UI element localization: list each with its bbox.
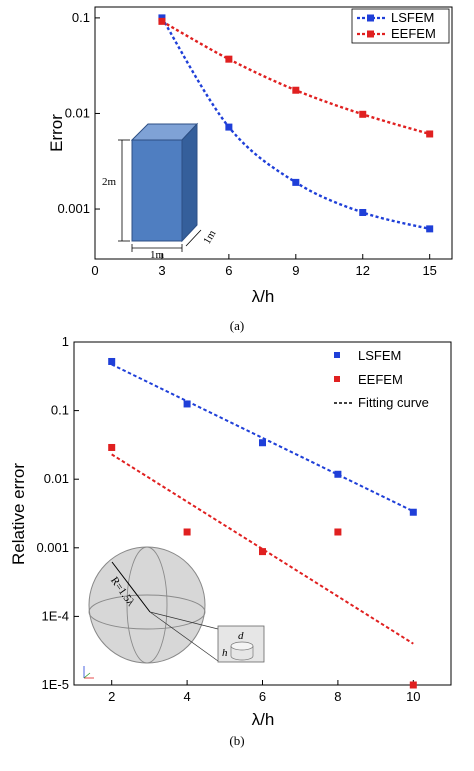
b-y-tick-label-1: 0.1 bbox=[51, 403, 69, 418]
b-y-tick-label-4: 1E-4 bbox=[42, 608, 69, 623]
b-inset-sphere: R=1.5λ d h bbox=[83, 546, 265, 679]
a-x-tick-label-15: 15 bbox=[422, 263, 436, 278]
plot-area-a-frame bbox=[94, 6, 453, 260]
a-panel-label: (a) bbox=[230, 318, 244, 333]
detail-d-label: d bbox=[238, 630, 244, 642]
b-axes-ticks: 2 4 6 8 10 1 0.1 0.01 0.001 1E-4 1E-5 bbox=[36, 334, 420, 704]
b-fit-lines-and-points bbox=[108, 357, 417, 689]
detail-cylinder-bottom bbox=[230, 655, 254, 661]
b-x-tick-label-8: 8 bbox=[334, 689, 341, 704]
b-x-tick-label-10: 10 bbox=[406, 689, 420, 704]
block-front-face bbox=[131, 139, 183, 242]
detail-h-label: h bbox=[222, 647, 228, 659]
a-legend-lsfem-label: LSFEM bbox=[391, 10, 434, 25]
a-point-lsfem-9 bbox=[292, 178, 300, 186]
a-y-tick-label-2: 0.001 bbox=[57, 201, 90, 216]
a-x-tick-label-9: 9 bbox=[292, 263, 299, 278]
b-panel-label: (b) bbox=[229, 733, 244, 748]
b-y-axis-label: Relative error bbox=[9, 463, 28, 565]
a-point-eefem-6 bbox=[225, 55, 233, 63]
b-y-tick-label-3: 0.001 bbox=[36, 540, 69, 555]
a-series-lines bbox=[158, 14, 434, 233]
a-legend: LSFEM EEFEM bbox=[351, 8, 450, 44]
a-x-tick-label-12: 12 bbox=[356, 263, 370, 278]
a-legend-lsfem-marker bbox=[367, 14, 374, 22]
b-legend-fit-label: Fitting curve bbox=[358, 395, 429, 410]
b-fit-line-lsfem bbox=[111, 363, 414, 513]
b-legend-eefem-label: EEFEM bbox=[358, 372, 403, 387]
b-fit-line-eefem bbox=[111, 453, 414, 645]
b-point-eefem-10 bbox=[409, 681, 417, 689]
b-legend-eefem-marker bbox=[334, 376, 340, 382]
inset-depth-label: 1m bbox=[201, 228, 219, 247]
b-point-eefem-8 bbox=[334, 528, 342, 536]
b-x-tick-label-2: 2 bbox=[108, 689, 115, 704]
a-inset-block: 2m 1m 1m bbox=[102, 122, 219, 261]
b-point-lsfem-10 bbox=[409, 508, 417, 516]
b-y-tick-label-2: 0.01 bbox=[44, 471, 69, 486]
a-axes-ticks: 0 3 6 9 12 15 0.1 0.01 0.001 bbox=[57, 10, 436, 278]
inset-height-label: 2m bbox=[102, 176, 117, 188]
b-legend-lsfem-marker bbox=[334, 352, 340, 358]
radius-line bbox=[111, 561, 151, 613]
b-point-lsfem-4 bbox=[183, 400, 191, 408]
b-point-eefem-2 bbox=[108, 443, 116, 451]
zoom-line-bottom bbox=[149, 611, 219, 662]
inset-width-label: 1m bbox=[150, 249, 165, 261]
detail-cylinder-top bbox=[230, 641, 254, 651]
a-point-lsfem-6 bbox=[225, 123, 233, 131]
b-legend-lsfem-label: LSFEM bbox=[358, 348, 401, 363]
panel-b: 2 4 6 8 10 1 0.1 0.01 0.001 1E-4 1E-5 R=1.5λ d h L… bbox=[9, 334, 452, 748]
a-point-eefem-3 bbox=[158, 17, 166, 25]
b-point-lsfem-6 bbox=[259, 439, 266, 447]
a-series-line-lsfem bbox=[160, 17, 430, 231]
sphere-equator bbox=[88, 594, 206, 630]
b-point-lsfem-8 bbox=[334, 470, 342, 478]
axis-triad-y bbox=[83, 672, 91, 679]
b-point-eefem-6 bbox=[259, 548, 266, 556]
a-point-eefem-9 bbox=[292, 86, 300, 94]
a-point-eefem-12 bbox=[359, 110, 367, 118]
a-point-lsfem-12 bbox=[359, 208, 367, 216]
b-x-axis-label: λ/h bbox=[252, 710, 275, 729]
a-point-eefem-15 bbox=[426, 130, 434, 138]
a-y-axis-label: Error bbox=[47, 114, 66, 152]
a-point-lsfem-15 bbox=[426, 225, 434, 233]
panel-a: 0 3 6 9 12 15 0.1 0.01 0.001 2m 1m 1m LSFEM EEFE… bbox=[47, 6, 453, 333]
b-x-tick-label-6: 6 bbox=[259, 689, 266, 704]
a-legend-eefem-label: EEFEM bbox=[391, 26, 436, 41]
b-y-tick-label-0: 1 bbox=[62, 334, 69, 349]
b-point-lsfem-2 bbox=[108, 357, 116, 365]
zoom-line-top bbox=[149, 611, 219, 630]
a-x-tick-label-6: 6 bbox=[225, 263, 232, 278]
b-legend: LSFEM EEFEM Fitting curve bbox=[334, 348, 429, 410]
block-side-face bbox=[181, 122, 198, 243]
depth-dimension-line bbox=[185, 229, 202, 247]
a-y-tick-label-1: 0.01 bbox=[65, 105, 90, 120]
a-x-tick-label-0: 0 bbox=[91, 263, 98, 278]
b-point-eefem-4 bbox=[183, 528, 191, 536]
b-y-tick-label-5: 1E-5 bbox=[42, 677, 69, 692]
a-x-axis-label: λ/h bbox=[252, 287, 275, 306]
a-y-tick-label-0: 0.1 bbox=[72, 10, 90, 25]
sphere-meridian bbox=[126, 546, 168, 664]
a-legend-eefem-marker bbox=[367, 30, 374, 38]
a-x-tick-label-3: 3 bbox=[158, 263, 165, 278]
sphere bbox=[88, 546, 206, 664]
b-x-tick-label-4: 4 bbox=[183, 689, 190, 704]
